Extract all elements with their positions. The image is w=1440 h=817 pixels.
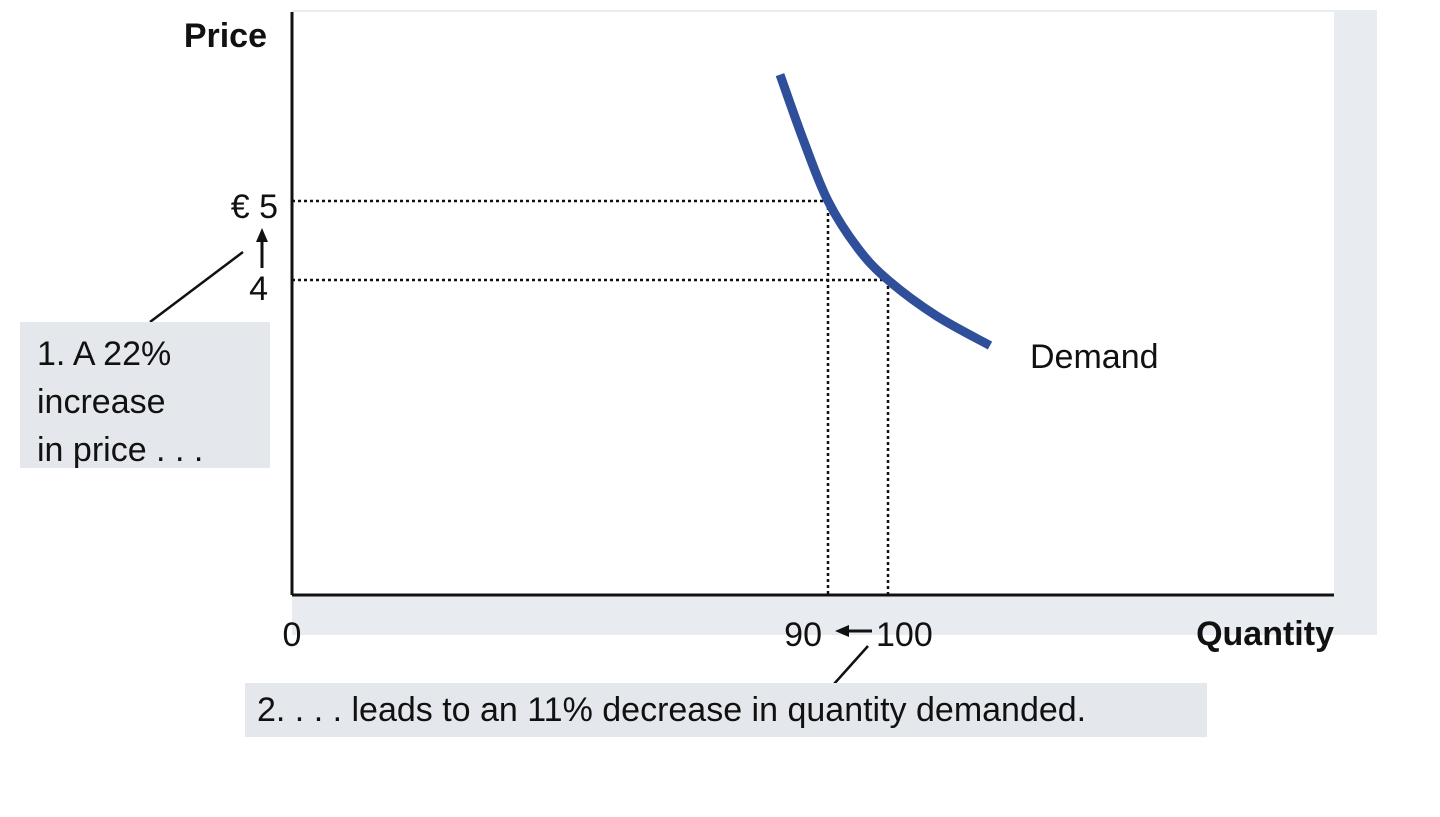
note1-leader-line [149, 251, 244, 323]
y-axis-title: Price [184, 17, 267, 55]
note1-line-1: 1. A 22% [37, 335, 172, 373]
x-tick-label-0: 0 [283, 616, 302, 654]
price-increase-arrow [256, 228, 268, 268]
price-increase-note: 1. A 22% increase in price . . . [20, 322, 270, 469]
note2-leader-line [833, 645, 869, 685]
demand-curve [775, 73, 993, 350]
reference-guides [292, 199, 890, 595]
x-tick-label-100: 100 [876, 616, 933, 654]
x-tick-label-90: 90 [784, 616, 822, 654]
y-tick-label-5: € 5 [231, 188, 278, 226]
quantity-decrease-arrow [835, 625, 872, 637]
demand-curve-label: Demand [1030, 338, 1159, 376]
note1-line-2: increase [37, 383, 166, 421]
y-tick-label-4: 4 [249, 270, 268, 308]
plot-area [292, 12, 1334, 595]
note1-line-3: in price . . . [37, 431, 204, 469]
x-axis-title: Quantity [1196, 615, 1334, 653]
quantity-decrease-note: 2. . . . leads to an 11% decrease in qua… [245, 683, 1207, 737]
